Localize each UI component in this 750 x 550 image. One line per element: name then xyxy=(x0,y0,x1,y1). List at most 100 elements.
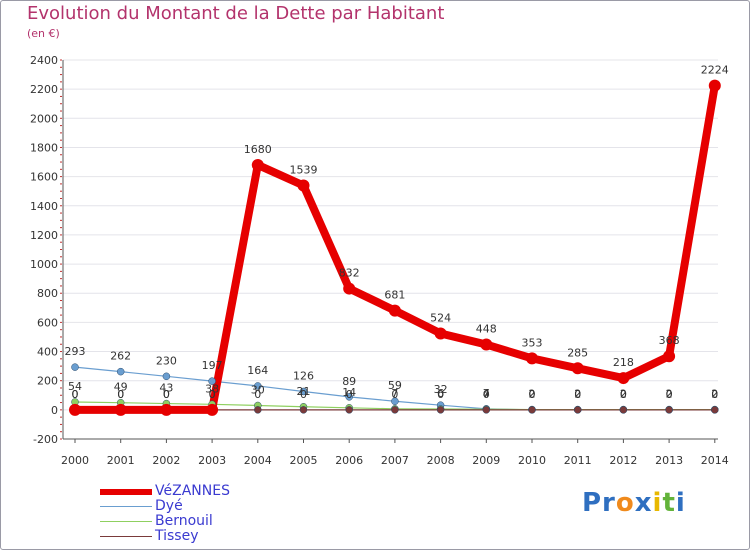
data-label-2: 7 xyxy=(391,387,398,400)
data-label-2: 21 xyxy=(297,385,311,398)
x-tick-label: 2002 xyxy=(152,454,180,467)
data-label-1: 59 xyxy=(388,379,402,392)
logo-part-2: x xyxy=(634,488,653,518)
data-label-3: 0 xyxy=(209,388,216,401)
data-label-3: 0 xyxy=(72,388,79,401)
data-point-3 xyxy=(391,406,399,414)
x-tick-label: 2000 xyxy=(61,454,89,467)
proxiti-logo: Proxiti xyxy=(582,488,686,518)
data-label-3: 0 xyxy=(346,388,353,401)
x-tick-label: 2009 xyxy=(472,454,500,467)
legend-label-vezannes: VéZANNES xyxy=(155,483,230,499)
data-label-1: 230 xyxy=(156,354,177,367)
data-point-3 xyxy=(299,406,308,414)
data-point-0 xyxy=(617,372,630,385)
data-point-3 xyxy=(619,406,628,414)
legend-label-dye: Dyé xyxy=(155,498,183,514)
y-tick-label: 2200 xyxy=(30,83,58,96)
data-label-1: 262 xyxy=(110,350,131,363)
chart-title: Evolution du Montant de la Dette par Hab… xyxy=(27,3,445,24)
legend-swatch-dye xyxy=(100,506,152,507)
y-tick-label: 600 xyxy=(37,316,58,329)
data-point-1 xyxy=(71,363,79,371)
x-tick-label: 2004 xyxy=(244,454,272,467)
x-tick-label: 2001 xyxy=(107,454,135,467)
data-point-0 xyxy=(114,403,127,416)
y-tick-label: 1200 xyxy=(30,229,58,242)
data-label-2: 2 xyxy=(529,388,536,401)
data-point-0 xyxy=(69,403,81,416)
data-point-1 xyxy=(299,387,308,396)
data-point-3 xyxy=(254,406,262,414)
y-tick-label: 1400 xyxy=(30,200,58,213)
y-tick-label: 1600 xyxy=(30,171,58,184)
x-tick-label: 2003 xyxy=(198,454,226,467)
data-label-2: 43 xyxy=(159,382,173,395)
data-label-0: 1539 xyxy=(290,164,318,177)
data-point-0 xyxy=(663,350,676,363)
data-point-3 xyxy=(482,406,491,414)
data-label-2: 2 xyxy=(666,388,673,401)
y-tick-label: 1000 xyxy=(30,258,58,271)
data-label-0: 218 xyxy=(613,356,634,369)
data-point-1 xyxy=(116,367,125,376)
data-label-2: 54 xyxy=(68,380,82,393)
data-label-3: 0 xyxy=(483,388,490,401)
legend-swatch-tissey xyxy=(100,536,152,537)
legend-swatch-bernouil xyxy=(100,521,152,522)
data-label-3: 0 xyxy=(529,388,536,401)
data-label-0: 0 xyxy=(163,388,170,401)
data-label-1: 293 xyxy=(65,345,86,358)
y-tick-label: 2000 xyxy=(30,112,58,125)
data-label-1: 126 xyxy=(293,369,314,382)
data-point-0 xyxy=(526,352,538,365)
data-point-1 xyxy=(162,372,171,381)
data-point-0 xyxy=(480,338,493,351)
data-point-1 xyxy=(254,382,262,390)
y-tick-label: 0 xyxy=(51,404,58,417)
data-point-0 xyxy=(708,79,721,92)
x-tick-label: 2006 xyxy=(335,454,363,467)
data-label-0: 353 xyxy=(522,336,543,349)
data-label-3: 0 xyxy=(117,388,124,401)
data-point-3 xyxy=(345,406,353,414)
data-label-2: 49 xyxy=(114,381,128,394)
data-point-3 xyxy=(665,406,673,414)
data-label-1: 0 xyxy=(529,388,536,401)
data-label-3: 0 xyxy=(437,388,444,401)
data-label-0: 0 xyxy=(117,388,124,401)
data-label-0: 524 xyxy=(430,311,451,324)
data-label-3: 0 xyxy=(391,388,398,401)
x-tick-label: 2014 xyxy=(701,454,729,467)
chart-subtitle: (en €) xyxy=(27,27,60,40)
data-label-1: 0 xyxy=(711,388,718,401)
data-label-2: 14 xyxy=(342,386,356,399)
data-label-2: 2 xyxy=(620,388,627,401)
y-tick-label: 400 xyxy=(37,346,58,359)
y-tick-label: 200 xyxy=(37,375,58,388)
legend-label-bernouil: Bernouil xyxy=(155,513,213,529)
data-label-0: 448 xyxy=(476,323,497,336)
logo-part-1: o xyxy=(615,488,635,518)
x-tick-label: 2005 xyxy=(290,454,318,467)
y-tick-label: 2400 xyxy=(30,54,58,67)
x-tick-label: 2012 xyxy=(609,454,637,467)
data-label-2: 6 xyxy=(437,387,444,400)
x-tick-label: 2007 xyxy=(381,454,409,467)
y-tick-label: -200 xyxy=(33,433,58,446)
data-point-1 xyxy=(391,397,399,405)
x-tick-label: 2008 xyxy=(427,454,455,467)
y-tick-label: 1800 xyxy=(30,141,58,154)
data-point-0 xyxy=(206,403,219,416)
data-label-1: 32 xyxy=(434,383,448,396)
data-label-0: 1680 xyxy=(244,143,272,156)
data-label-0: 832 xyxy=(339,267,360,280)
x-tick-label: 2010 xyxy=(518,454,546,467)
data-label-1: 0 xyxy=(574,388,581,401)
data-label-1: 0 xyxy=(620,388,627,401)
data-label-2: 30 xyxy=(251,383,265,396)
data-label-1: 7 xyxy=(483,387,490,400)
data-point-3 xyxy=(528,406,536,414)
data-point-0 xyxy=(388,304,401,317)
